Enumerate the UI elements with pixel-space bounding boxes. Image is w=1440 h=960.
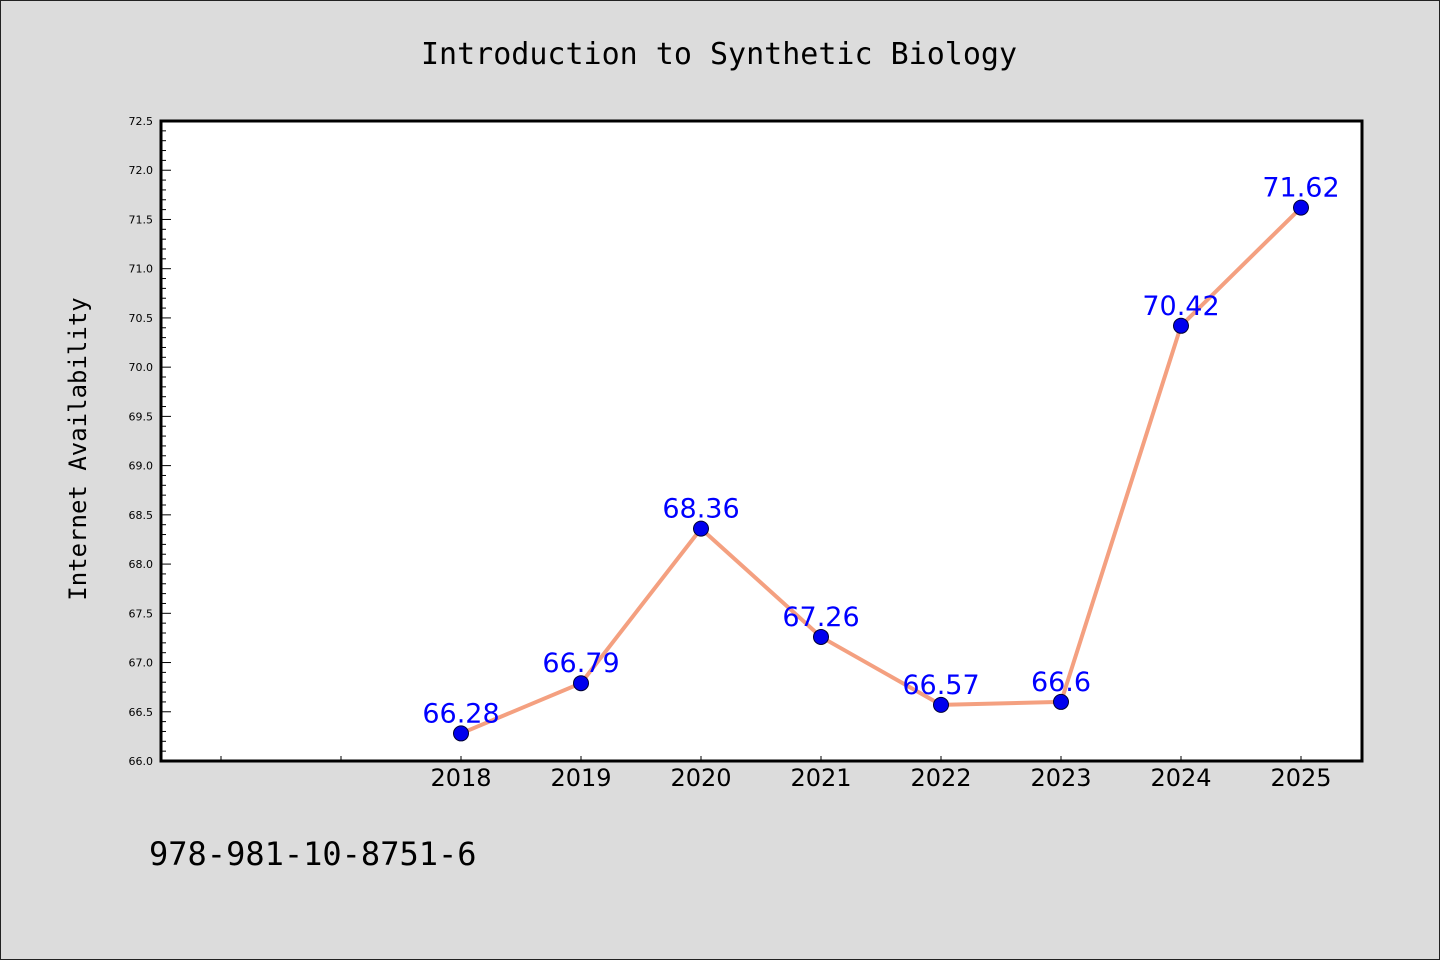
data-label: 66.6 (1031, 667, 1091, 698)
data-point (933, 696, 949, 713)
y-tick-label: 68.0 (129, 558, 154, 571)
chart-title: Introduction to Synthetic Biology (421, 37, 1017, 72)
x-tick-label: 2023 (1030, 764, 1091, 792)
data-point (453, 725, 469, 742)
y-tick-label: 67.5 (129, 607, 154, 620)
isbn-text: 978-981-10-8751-6 (149, 835, 477, 873)
y-tick-label: 72.0 (129, 164, 154, 177)
series-layer: 66.28 66.79 68.36 67.26 66.57 66.6 70.42 71.62 (422, 173, 1340, 742)
data-label: 71.62 (1262, 173, 1339, 204)
y-tick-label: 70.0 (129, 361, 154, 374)
y-axis: 66.0 66.5 67.0 67.5 68.0 68.5 69.0 69.5 70.0 70.5… (129, 115, 171, 768)
data-point (1053, 693, 1069, 710)
x-tick-label: 2019 (550, 764, 611, 792)
data-label: 66.57 (902, 670, 979, 701)
x-tick-label: 2021 (790, 764, 851, 792)
y-tick-label: 66.0 (129, 755, 154, 768)
plot-area (159, 119, 1364, 763)
data-point (573, 675, 589, 692)
x-tick-label: 2024 (1150, 764, 1211, 792)
data-point (813, 628, 829, 645)
x-axis: 2018 2019 2020 2021 2022 2023 2024 2025 (220, 756, 1332, 792)
data-label: 66.79 (542, 648, 619, 679)
data-point (693, 520, 709, 537)
y-tick-label: 71.5 (129, 213, 154, 226)
y-tick-label: 71.0 (129, 263, 154, 276)
y-tick-label: 68.5 (129, 509, 154, 522)
y-axis-label: Internet Availability (64, 297, 92, 600)
y-tick-label: 69.0 (129, 460, 154, 473)
y-tick-label: 69.5 (129, 410, 154, 423)
data-label: 68.36 (662, 494, 739, 525)
x-tick-label: 2018 (430, 764, 491, 792)
y-tick-label: 67.0 (129, 657, 154, 670)
data-label: 67.26 (782, 602, 859, 633)
x-tick-label: 2020 (670, 764, 731, 792)
data-label: 70.42 (1142, 291, 1219, 322)
x-tick-label: 2022 (910, 764, 971, 792)
y-tick-label: 66.5 (129, 706, 154, 719)
y-tick-label: 72.5 (129, 115, 154, 128)
x-tick-label: 2025 (1270, 764, 1331, 792)
data-point (1293, 199, 1309, 216)
y-tick-label: 70.5 (129, 312, 154, 325)
data-point (1173, 317, 1189, 334)
series-line (459, 205, 1303, 736)
data-label: 66.28 (422, 698, 499, 729)
